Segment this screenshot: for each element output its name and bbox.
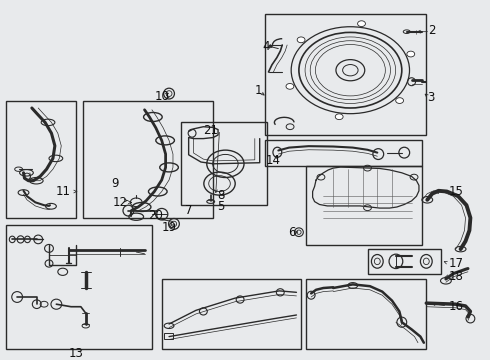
- Text: 3: 3: [427, 91, 435, 104]
- Text: 10: 10: [154, 90, 169, 103]
- Text: 6: 6: [288, 226, 295, 239]
- Text: 16: 16: [448, 300, 464, 312]
- Bar: [6, 101, 76, 218]
- Circle shape: [358, 21, 366, 27]
- Text: 14: 14: [266, 154, 280, 167]
- Bar: [164, 333, 173, 339]
- Text: 9: 9: [111, 177, 119, 190]
- Bar: [265, 140, 422, 166]
- Text: 12: 12: [112, 196, 127, 209]
- Text: 1: 1: [255, 84, 263, 97]
- Bar: [265, 14, 426, 135]
- Bar: [6, 225, 152, 349]
- Bar: [306, 279, 426, 349]
- Text: 5: 5: [217, 201, 224, 213]
- Circle shape: [335, 114, 343, 120]
- Bar: [162, 279, 301, 349]
- Text: 13: 13: [69, 347, 83, 360]
- Text: 15: 15: [448, 185, 463, 198]
- Bar: [83, 101, 213, 218]
- Text: 7: 7: [185, 204, 193, 217]
- Text: 2: 2: [428, 24, 436, 37]
- Text: 20: 20: [148, 209, 163, 222]
- Circle shape: [286, 84, 294, 89]
- Text: 11: 11: [56, 185, 71, 198]
- Circle shape: [396, 98, 404, 103]
- Bar: [368, 249, 441, 274]
- Text: 4: 4: [262, 40, 270, 53]
- Bar: [181, 122, 267, 205]
- Circle shape: [407, 51, 415, 57]
- Text: 21: 21: [203, 124, 218, 137]
- Circle shape: [297, 37, 305, 43]
- Text: 18: 18: [448, 270, 463, 283]
- Text: 19: 19: [162, 221, 176, 234]
- Bar: [306, 166, 422, 245]
- Text: 17: 17: [448, 257, 464, 270]
- Text: 8: 8: [217, 189, 224, 202]
